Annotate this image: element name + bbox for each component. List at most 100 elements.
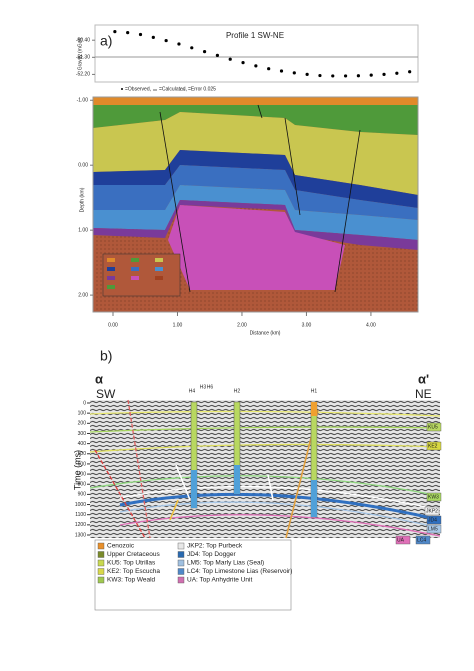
y-tick-label: -50.40 <box>76 38 90 44</box>
legend-swatch <box>155 276 163 280</box>
legend-swatch <box>107 276 115 280</box>
gravity-point <box>356 74 360 78</box>
horizon-tag <box>415 535 431 545</box>
gravity-point <box>164 38 168 43</box>
gravity-point <box>382 72 386 76</box>
y-tick-label: 200 <box>78 421 87 427</box>
layer <box>93 200 418 250</box>
legend-entry: Cenozoic <box>107 543 135 550</box>
fault <box>334 129 361 293</box>
layer <box>93 150 418 208</box>
y-tick-label: 1000 <box>75 502 86 508</box>
legend-swatch <box>97 551 105 558</box>
well-label: H1 <box>311 388 318 394</box>
gravity-point <box>305 72 309 76</box>
horizon-tag <box>426 524 442 534</box>
horizon-tag <box>395 535 411 545</box>
horizon-label: LM5 <box>428 526 438 532</box>
y-tick-label: 1200 <box>75 522 86 528</box>
legend-swatch <box>177 551 185 558</box>
y-tick-label: 100 <box>78 410 87 416</box>
horizon-label: KW3 <box>428 494 439 500</box>
legend-swatch <box>97 542 105 550</box>
legend-box <box>94 539 292 611</box>
legend-entry: KW3: Top Weald <box>107 577 156 584</box>
legend-entry: UA: Top Anhydrite Unit <box>187 577 252 584</box>
horizon-line <box>89 443 441 453</box>
well-segment <box>191 470 197 508</box>
gravity-point <box>318 73 322 78</box>
legend-swatch <box>131 258 139 262</box>
fault <box>284 117 301 216</box>
legend-swatch <box>177 568 185 575</box>
y-tick-label: 0.00 <box>78 163 88 169</box>
horizon-label: KU5 <box>428 424 438 430</box>
legend-swatch <box>97 559 105 567</box>
gravity-point <box>190 46 194 50</box>
y-tick-label: 2.00 <box>78 292 88 298</box>
x-tick-label: 2.00 <box>237 322 247 328</box>
fault-line <box>94 449 146 539</box>
gravity-point <box>395 71 399 75</box>
y-tick-label: 300 <box>78 431 87 437</box>
horizon-line <box>89 475 441 497</box>
gravity-point <box>177 42 181 46</box>
section-frame <box>92 96 419 313</box>
legend-swatch <box>177 576 185 584</box>
horizons <box>89 399 441 539</box>
fault <box>159 111 191 293</box>
horizon-tag <box>424 506 440 516</box>
well-segment <box>311 480 317 517</box>
legend-swatch <box>131 267 139 271</box>
well-label: H4 <box>189 388 196 394</box>
y-tick-label: 0 <box>83 400 86 406</box>
legend-swatch <box>177 542 185 550</box>
x-axis-label: Distance (km) <box>250 330 281 336</box>
gravity-point <box>331 74 335 78</box>
layer <box>93 165 418 220</box>
layer <box>93 97 418 105</box>
legend-symbol <box>121 88 123 90</box>
gravity-point <box>215 53 220 58</box>
y-tick-label: -1.00 <box>77 98 89 104</box>
sw-label: SW <box>96 387 116 401</box>
legend-swatch <box>107 267 115 271</box>
well-label: H2 <box>234 388 241 394</box>
y-axis-label: Time (ms) <box>72 450 82 490</box>
well-label: H6 <box>207 384 214 390</box>
horizon-label: KE2 <box>428 443 438 449</box>
legend-entry: =Calculated, <box>159 86 187 92</box>
y-tick-label: 500 <box>78 451 87 457</box>
y-tick-label: -52.20 <box>76 72 90 78</box>
x-tick-label: 3.00 <box>302 322 312 328</box>
y-axis-label: Depth (km) <box>79 187 85 212</box>
y-tick-label: -51.30 <box>76 55 90 61</box>
y-tick-label: 600 <box>78 461 87 467</box>
section-legend <box>102 253 181 297</box>
gravity-point <box>228 57 232 61</box>
y-tick-label: 1100 <box>75 512 86 518</box>
well-segment <box>234 465 240 494</box>
legend-swatch <box>155 258 163 262</box>
cross-section <box>93 97 418 312</box>
fault-line <box>175 464 191 501</box>
x-tick-label: 1.00 <box>173 322 183 328</box>
legend-swatch <box>177 559 185 567</box>
legend-entry: LC4: Top Limestone Lias (Reservoir) <box>187 568 292 575</box>
horizon-tag <box>426 515 442 525</box>
horizon-label: JKP2 <box>426 508 438 514</box>
gravity-point <box>138 32 143 37</box>
panel-label: b) <box>100 348 112 364</box>
gravity-point <box>343 74 348 78</box>
y-tick-label: 900 <box>78 492 87 498</box>
fault <box>257 104 263 119</box>
legend-entry: Upper Cretaceous <box>107 551 160 558</box>
gravity-point <box>202 50 207 54</box>
horizon-line <box>119 492 441 522</box>
horizon-line <box>119 501 441 529</box>
legend-entry: JKP2: Top Purbeck <box>187 543 243 550</box>
gravity-title: Profile 1 SW-NE <box>226 31 284 40</box>
legend-entry: =Error 0.025 <box>188 86 216 92</box>
x-tick-label: 4.00 <box>366 322 376 328</box>
